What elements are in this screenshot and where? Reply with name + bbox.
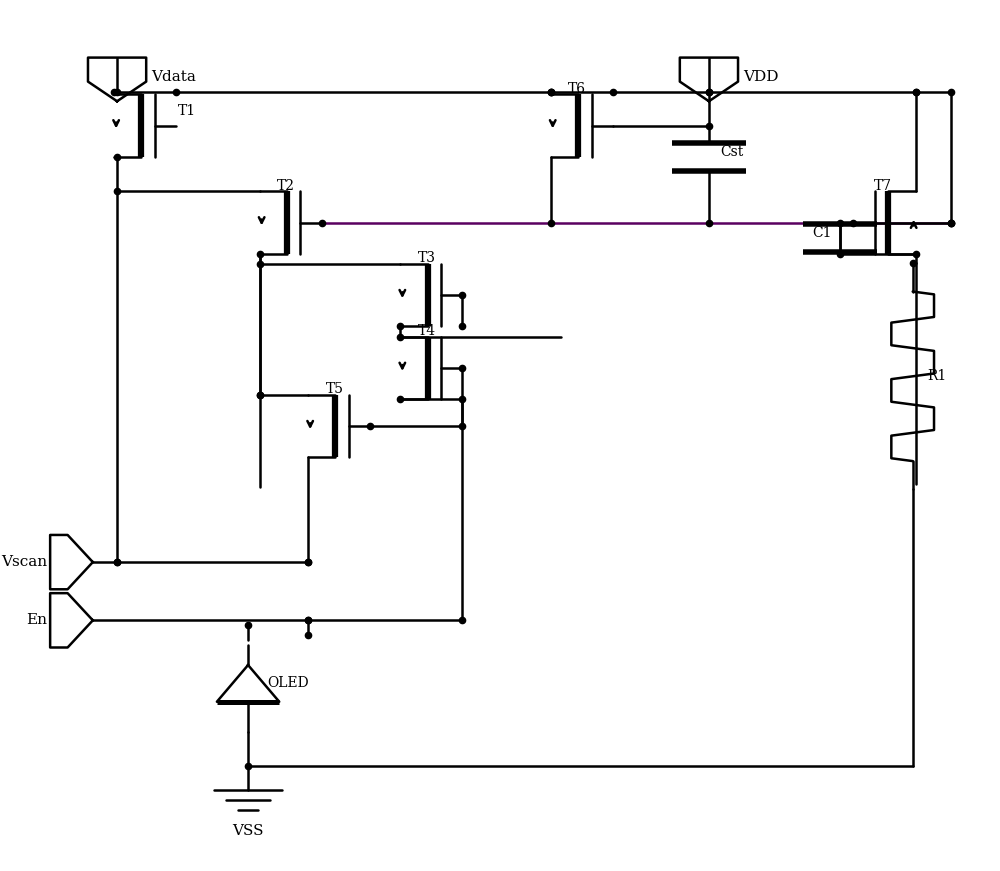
Text: T6: T6 — [568, 82, 586, 96]
Text: OLED: OLED — [267, 677, 309, 691]
Text: T5: T5 — [326, 382, 344, 396]
Text: Vscan: Vscan — [1, 555, 47, 569]
Text: T4: T4 — [418, 324, 436, 338]
Text: VDD: VDD — [743, 71, 778, 84]
Text: R1: R1 — [927, 369, 946, 383]
Text: T3: T3 — [418, 252, 436, 266]
Text: T2: T2 — [277, 179, 295, 192]
Text: En: En — [26, 613, 47, 627]
Text: T7: T7 — [874, 179, 892, 192]
Text: T1: T1 — [178, 104, 196, 118]
Text: Cst: Cst — [721, 145, 744, 159]
Text: C1: C1 — [813, 226, 832, 240]
Text: VSS: VSS — [232, 824, 264, 838]
Text: Vdata: Vdata — [151, 71, 196, 84]
